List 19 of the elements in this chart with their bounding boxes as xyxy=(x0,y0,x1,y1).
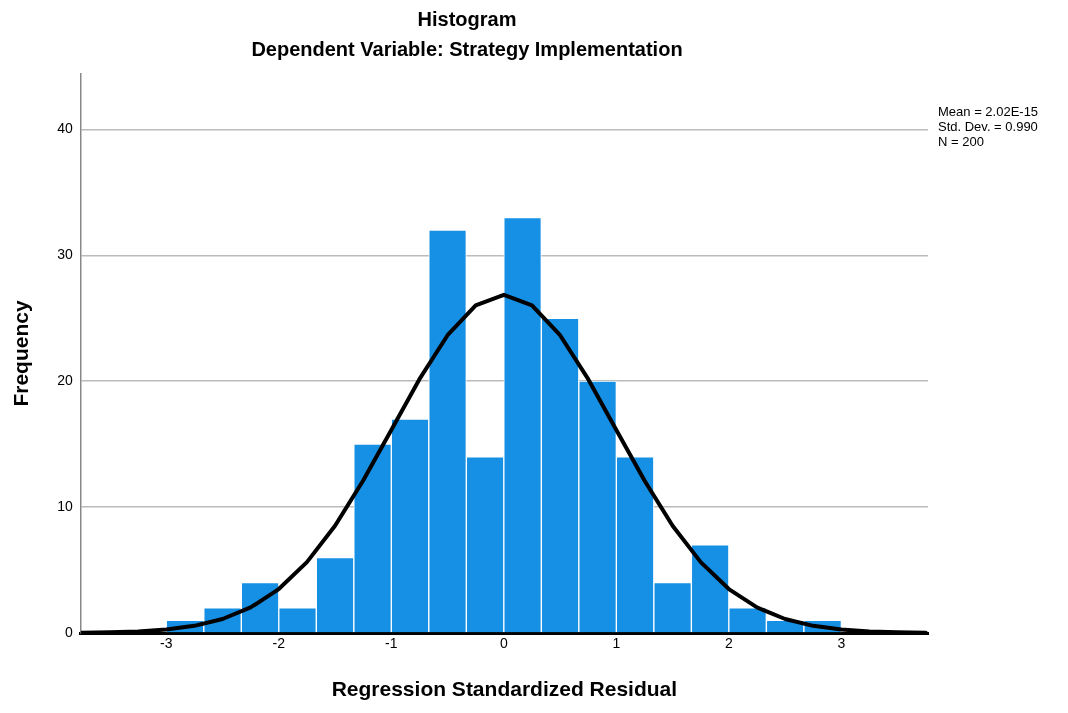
x-tick-label: -2 xyxy=(272,635,286,652)
x-tick-label: 2 xyxy=(724,635,733,652)
y-tick-label: 30 xyxy=(57,246,73,263)
text: Mean = 2.02E-15 xyxy=(938,104,1039,120)
y-axis-title: Frequency xyxy=(9,300,33,407)
x-axis-title: Regression Standardized Residual xyxy=(331,677,678,701)
chart-title: Histogram xyxy=(417,7,517,30)
y-tick-label: 40 xyxy=(57,120,73,137)
x-tick-label: -1 xyxy=(385,635,398,652)
text: N = 200 xyxy=(938,134,984,150)
y-tick-label: 10 xyxy=(57,497,73,514)
x-tick-label: -3 xyxy=(160,635,173,652)
y-tick-label: 0 xyxy=(64,623,73,640)
x-tick-label: 1 xyxy=(612,635,621,652)
text: Std. Dev. = 0.990 xyxy=(938,119,1038,135)
x-tick-label: 3 xyxy=(837,635,846,652)
chart-subtitle: Dependent Variable: Strategy Implementation xyxy=(251,37,683,60)
y-tick-label: 20 xyxy=(57,372,73,389)
x-tick-label: 0 xyxy=(499,635,508,652)
